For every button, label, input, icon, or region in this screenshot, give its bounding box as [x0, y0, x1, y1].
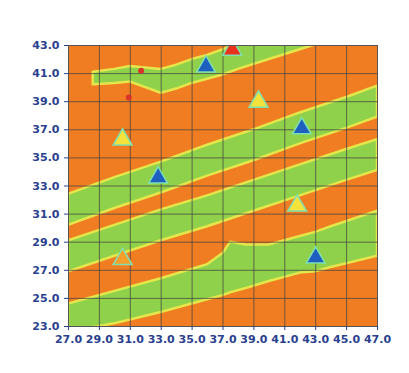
svg-text:29.0: 29.0: [32, 236, 59, 249]
svg-text:27.0: 27.0: [32, 264, 59, 277]
svg-text:31.0: 31.0: [117, 333, 144, 346]
svg-text:41.0: 41.0: [32, 67, 59, 80]
svg-text:23.0: 23.0: [32, 320, 59, 333]
svg-text:43.0: 43.0: [32, 39, 59, 52]
svg-text:45.0: 45.0: [333, 333, 360, 346]
svg-text:35.0: 35.0: [179, 333, 206, 346]
svg-text:37.0: 37.0: [209, 333, 236, 346]
svg-text:25.0: 25.0: [32, 292, 59, 305]
svg-text:39.0: 39.0: [32, 95, 59, 108]
svg-text:39.0: 39.0: [240, 333, 267, 346]
svg-text:29.0: 29.0: [86, 333, 113, 346]
svg-text:33.0: 33.0: [148, 333, 175, 346]
svg-text:35.0: 35.0: [32, 151, 59, 164]
svg-text:31.0: 31.0: [32, 208, 59, 221]
svg-text:33.0: 33.0: [32, 180, 59, 193]
svg-text:47.0: 47.0: [364, 333, 391, 346]
svg-text:43.0: 43.0: [302, 333, 329, 346]
svg-text:27.0: 27.0: [55, 333, 82, 346]
svg-text:41.0: 41.0: [271, 333, 298, 346]
svg-text:37.0: 37.0: [32, 123, 59, 136]
